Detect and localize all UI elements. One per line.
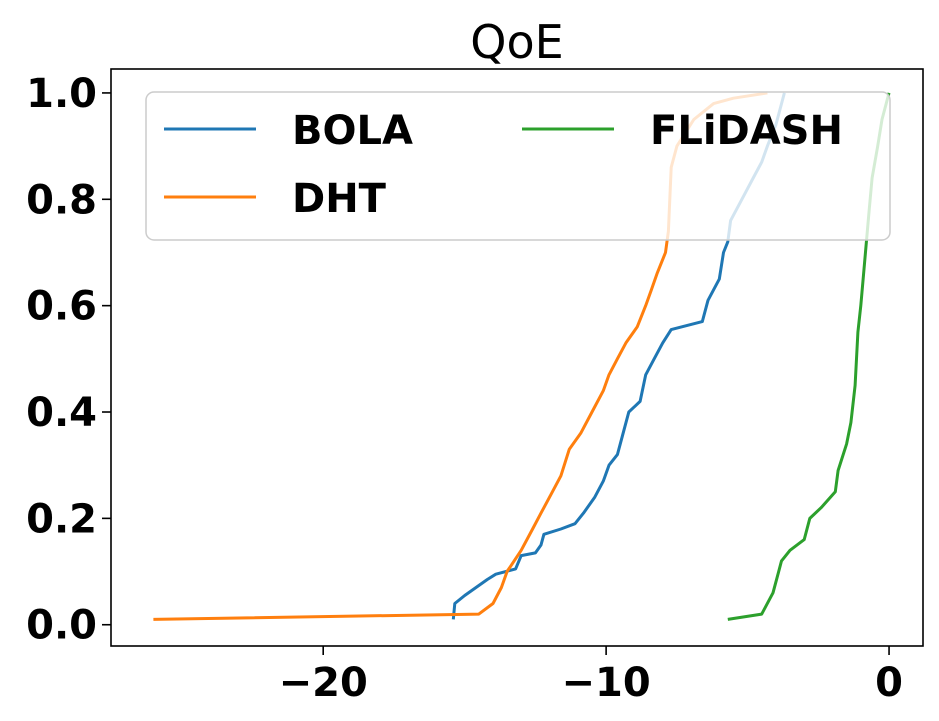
x-tick-label: −20: [279, 660, 368, 706]
y-tick-label: 1.0: [26, 71, 97, 117]
x-tick-label: 0: [875, 660, 903, 706]
y-tick-label: 0.0: [26, 603, 97, 649]
y-axis: 0.0 0.2 0.4 0.6 0.8 1.0: [26, 71, 111, 649]
chart-title: QoE: [470, 15, 563, 69]
legend-label-flidash: FLiDASH: [650, 108, 843, 154]
y-tick-label: 0.8: [26, 177, 97, 223]
legend-label-bola: BOLA: [292, 108, 413, 154]
legend-label-dht: DHT: [292, 176, 387, 222]
y-tick-label: 0.6: [26, 284, 97, 330]
plot-frame: [110, 68, 924, 647]
x-axis: −20 −10 0: [279, 646, 903, 706]
legend: BOLA DHT FLiDASH: [145, 91, 891, 241]
x-tick-label: −10: [562, 660, 651, 706]
legend-box: [145, 91, 891, 241]
y-tick-label: 0.4: [26, 390, 97, 436]
y-tick-label: 0.2: [26, 496, 97, 542]
